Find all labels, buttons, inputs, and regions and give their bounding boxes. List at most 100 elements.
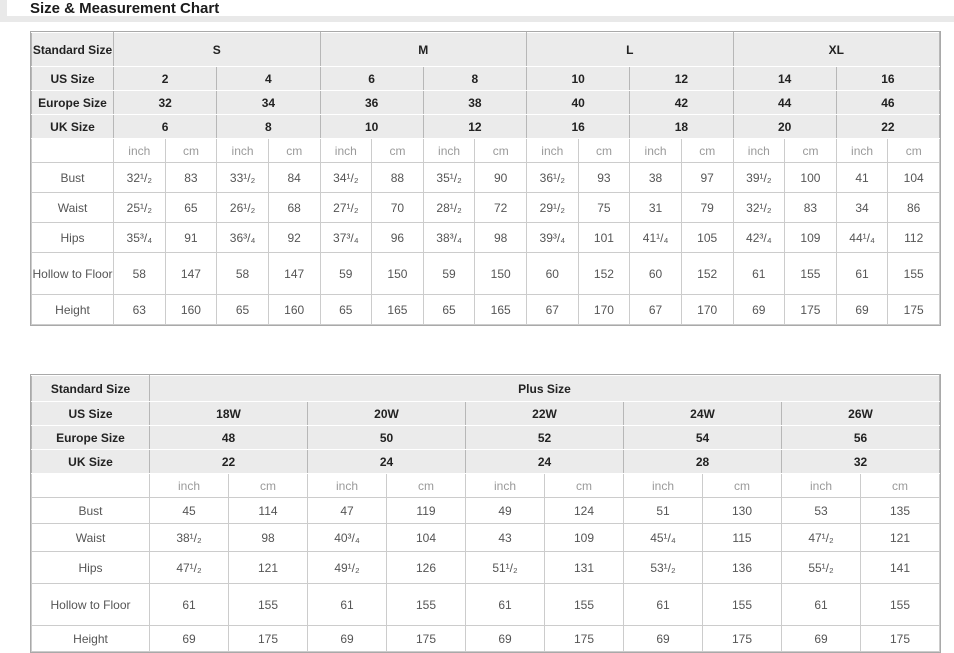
measure-value-cell: 104 bbox=[386, 523, 466, 552]
measure-value-cell: 67 bbox=[629, 294, 682, 325]
table-row: Standard Size S M L XL bbox=[31, 32, 940, 67]
measure-value-cell: 38¹/₂ bbox=[149, 523, 229, 552]
table-row: US Size 2 4 6 8 10 12 14 16 bbox=[31, 66, 941, 91]
size-value-cell: 12 bbox=[629, 66, 734, 91]
measure-value-cell: 65 bbox=[216, 294, 269, 325]
standard-size-corner-cell: Standard Size bbox=[31, 32, 114, 67]
measure-value-cell: 45¹/₄ bbox=[623, 523, 703, 552]
size-value-cell: 52 bbox=[465, 425, 624, 450]
measure-value-cell: 36³/₄ bbox=[216, 222, 269, 253]
table-row: Europe Size 48 50 52 54 56 bbox=[31, 425, 940, 450]
measure-row-label-waist: Waist bbox=[31, 192, 114, 223]
measure-value-cell: 75 bbox=[577, 192, 631, 223]
measure-value-cell: 90 bbox=[474, 162, 527, 193]
measure-value-cell: 83 bbox=[784, 192, 837, 223]
table-row: Hollow to Floor 61 155 61 155 61 155 61 155 61 155 bbox=[31, 583, 940, 626]
measure-value-cell: 155 bbox=[386, 583, 466, 626]
measure-row-label-hips: Hips bbox=[31, 222, 114, 253]
size-value-cell: 34 bbox=[216, 90, 321, 115]
measure-value-cell: 150 bbox=[371, 252, 424, 295]
unit-cell-cm: cm bbox=[386, 473, 466, 498]
unit-cell-inch: inch bbox=[422, 138, 476, 163]
measure-value-cell: 101 bbox=[577, 222, 631, 253]
unit-cell-cm: cm bbox=[371, 138, 424, 163]
measure-value-cell: 175 bbox=[784, 294, 837, 325]
table-row: Hips 35³/₄ 91 36³/₄ 92 37³/₄ 96 38³/₄ 98 39³/₄ 101… bbox=[31, 222, 940, 253]
size-tables-container: Standard Size S M L XL US Size 2 4 6 8 10 12 14 16 Eur… bbox=[30, 31, 954, 653]
measure-value-cell: 61 bbox=[149, 583, 229, 626]
size-value-cell: 4 bbox=[216, 66, 321, 91]
size-value-cell: 10 bbox=[525, 66, 631, 91]
measure-value-cell: 155 bbox=[228, 583, 308, 626]
size-group-header-xl: XL bbox=[732, 32, 940, 67]
size-row-label-europe-size: Europe Size bbox=[31, 90, 114, 115]
size-row-label-us-size: US Size bbox=[31, 401, 150, 426]
size-group-header-m: M bbox=[319, 32, 527, 67]
section-header-strip: Size & Measurement Chart bbox=[0, 0, 954, 22]
table-row: Bust 32¹/₂ 83 33¹/₂ 84 34¹/₂ 88 35¹/₂ 90 36¹/₂ 93 3… bbox=[31, 162, 940, 193]
unit-cell-inch: inch bbox=[781, 473, 861, 498]
measure-value-cell: 150 bbox=[474, 252, 527, 295]
measure-value-cell: 29¹/₂ bbox=[526, 192, 579, 223]
unit-cell-cm: cm bbox=[860, 473, 940, 498]
unit-cell-inch: inch bbox=[835, 138, 889, 163]
unit-cell-inch: inch bbox=[149, 473, 229, 498]
measure-value-cell: 65 bbox=[164, 192, 218, 223]
table-row: Waist 38¹/₂ 98 40³/₄ 104 43 109 45¹/₄ 115 47¹/₂ 12… bbox=[31, 523, 940, 552]
table-row: Height 63 160 65 160 65 165 65 165 67 170 67 170 69 17… bbox=[31, 294, 940, 325]
measure-row-label-hollow-to-floor: Hollow to Floor bbox=[31, 583, 150, 626]
measure-value-cell: 119 bbox=[386, 497, 466, 524]
measure-value-cell: 97 bbox=[680, 162, 734, 193]
measure-value-cell: 114 bbox=[228, 497, 308, 524]
measure-value-cell: 155 bbox=[702, 583, 782, 626]
plus-size-table-border: Standard Size Plus Size US Size 18W 20W 22W 24… bbox=[30, 374, 941, 653]
measure-value-cell: 86 bbox=[887, 192, 940, 223]
size-value-cell: 12 bbox=[422, 114, 528, 139]
measure-value-cell: 53 bbox=[781, 497, 861, 524]
measure-value-cell: 83 bbox=[164, 162, 218, 193]
measure-value-cell: 104 bbox=[887, 162, 940, 193]
plus-size-table: Standard Size Plus Size US Size 18W 20W 22W 24… bbox=[31, 375, 940, 652]
measure-value-cell: 175 bbox=[386, 625, 466, 652]
measure-value-cell: 96 bbox=[371, 222, 424, 253]
size-value-cell: 6 bbox=[319, 66, 424, 91]
size-value-cell: 6 bbox=[112, 114, 218, 139]
measure-value-cell: 44¹/₄ bbox=[835, 222, 889, 253]
size-value-cell: 22 bbox=[149, 449, 308, 474]
measure-value-cell: 49¹/₂ bbox=[307, 551, 387, 584]
measure-value-cell: 34 bbox=[835, 192, 889, 223]
measure-value-cell: 69 bbox=[623, 625, 703, 652]
measure-row-label-bust: Bust bbox=[31, 497, 150, 524]
measure-value-cell: 91 bbox=[164, 222, 218, 253]
size-value-cell: 42 bbox=[629, 90, 734, 115]
measure-value-cell: 26¹/₂ bbox=[216, 192, 269, 223]
measure-value-cell: 136 bbox=[702, 551, 782, 584]
measure-value-cell: 28¹/₂ bbox=[422, 192, 476, 223]
section-title-bar: Size & Measurement Chart bbox=[7, 0, 954, 16]
unit-cell-inch: inch bbox=[623, 473, 703, 498]
measure-value-cell: 130 bbox=[702, 497, 782, 524]
measure-value-cell: 25¹/₂ bbox=[113, 192, 166, 223]
measure-row-label-height: Height bbox=[31, 625, 150, 652]
unit-cell-cm: cm bbox=[887, 138, 940, 163]
size-value-cell: 10 bbox=[319, 114, 424, 139]
measure-value-cell: 155 bbox=[860, 583, 940, 626]
size-value-cell: 24W bbox=[623, 401, 782, 426]
measure-value-cell: 65 bbox=[319, 294, 373, 325]
size-value-cell: 2 bbox=[112, 66, 218, 91]
measure-value-cell: 98 bbox=[228, 523, 308, 552]
table-row: Height 69 175 69 175 69 175 69 175 69 175 bbox=[31, 625, 940, 652]
unit-cell-inch: inch bbox=[307, 473, 387, 498]
measure-value-cell: 175 bbox=[887, 294, 940, 325]
table-row: inch cm inch cm inch cm inch cm inch cm inch cm inch… bbox=[31, 138, 940, 163]
units-row-empty-cell bbox=[31, 138, 114, 163]
measure-value-cell: 59 bbox=[319, 252, 373, 295]
measure-value-cell: 27¹/₂ bbox=[319, 192, 373, 223]
size-value-cell: 50 bbox=[307, 425, 466, 450]
measure-value-cell: 152 bbox=[577, 252, 631, 295]
measure-value-cell: 47¹/₂ bbox=[149, 551, 229, 584]
measure-row-label-waist: Waist bbox=[31, 523, 150, 552]
measure-value-cell: 69 bbox=[465, 625, 545, 652]
measure-value-cell: 84 bbox=[267, 162, 321, 193]
measure-value-cell: 42³/₄ bbox=[732, 222, 786, 253]
